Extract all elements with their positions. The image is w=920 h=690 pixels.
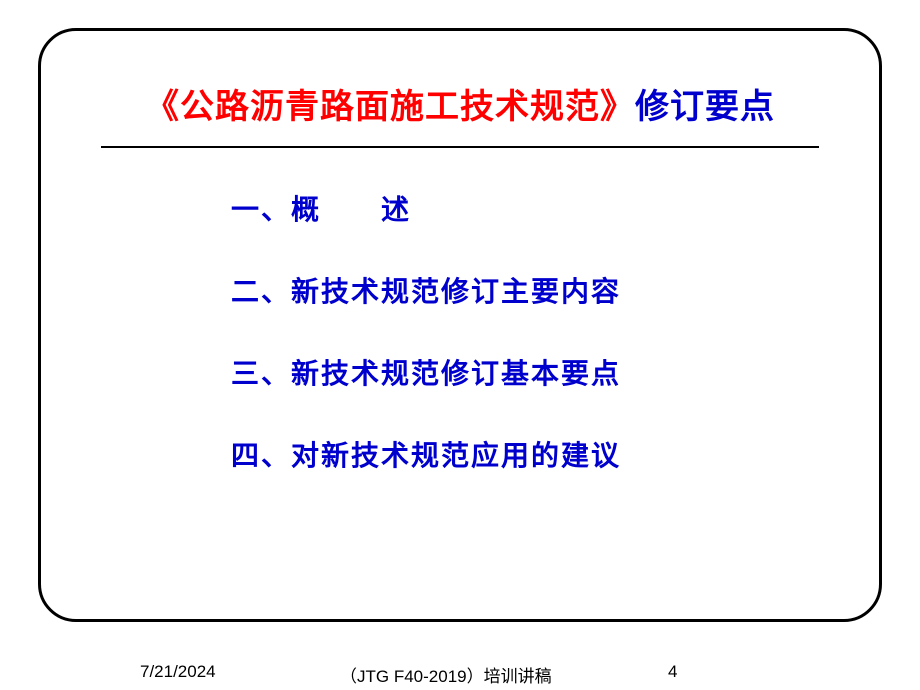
title-part-red: 《公路沥青路面施工技术规范》 <box>145 89 635 126</box>
outline-item-4: 四、对新技术规范应用的建议 <box>231 434 829 474</box>
title-part-blue: 修订要点 <box>635 89 775 126</box>
footer-page-number: 4 <box>668 662 677 682</box>
outline-item-1: 一、概 述 <box>231 188 829 228</box>
footer-date: 7/21/2024 <box>140 662 216 682</box>
outline-list: 一、概 述 二、新技术规范修订主要内容 三、新技术规范修订基本要点 四、对新技术… <box>91 188 829 474</box>
slide-frame: 《公路沥青路面施工技术规范》修订要点 一、概 述 二、新技术规范修订主要内容 三… <box>38 28 882 622</box>
outline-item-3: 三、新技术规范修订基本要点 <box>231 352 829 392</box>
footer-center-text: （JTG F40-2019）培训讲稿 <box>340 662 552 687</box>
title-divider <box>101 146 819 148</box>
slide-title: 《公路沥青路面施工技术规范》修订要点 <box>91 79 829 128</box>
outline-item-2: 二、新技术规范修订主要内容 <box>231 270 829 310</box>
